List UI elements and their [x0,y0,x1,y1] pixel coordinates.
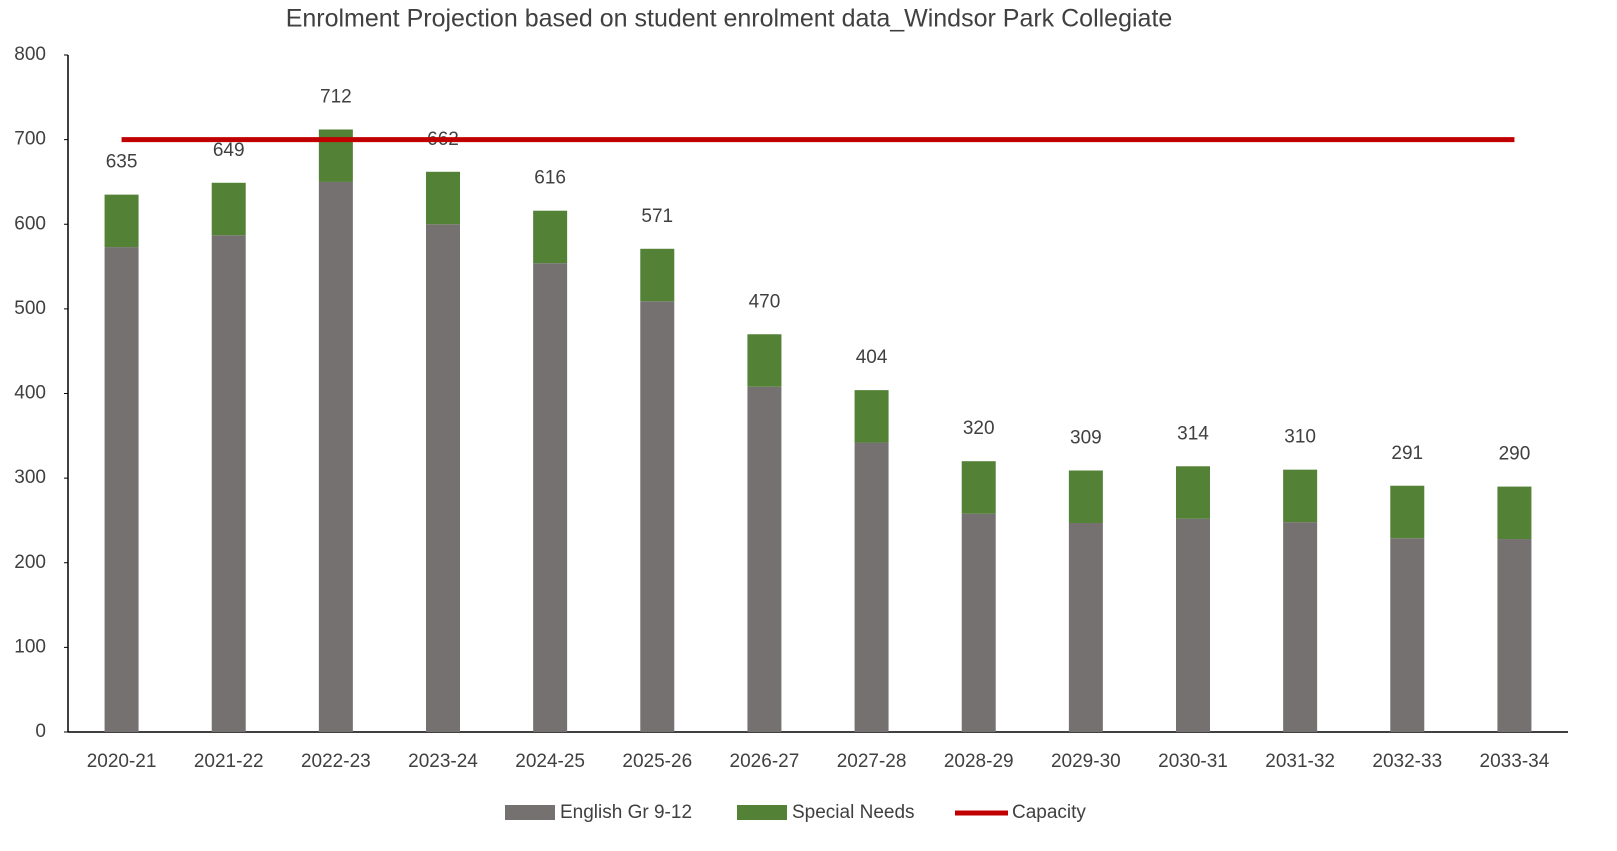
bar-segment [640,301,675,732]
legend-swatch [737,805,787,820]
x-tick-label: 2024-25 [515,751,585,772]
total-label: 320 [963,418,995,439]
x-tick-label: 2027-28 [837,751,907,772]
total-label: 470 [749,291,781,312]
x-tick-label: 2021-22 [194,751,264,772]
total-label: 635 [106,152,138,173]
y-tick-label: 800 [14,44,46,65]
y-tick-label: 200 [14,552,46,573]
y-tick-label: 700 [14,129,46,150]
total-label: 314 [1177,423,1209,444]
x-tick-label: 2030-31 [1158,751,1228,772]
x-tick-label: 2026-27 [730,751,800,772]
bar-segment [104,247,139,732]
bar-segment [1283,522,1318,732]
bar-segment [104,194,139,248]
bar-segment [1497,539,1532,732]
y-tick-label: 600 [14,213,46,234]
bar-segment [1176,466,1210,519]
bar-segment [961,513,996,732]
bar-segment [1176,518,1210,732]
bar-segment [533,263,568,732]
bar-segment [747,386,782,732]
x-tick-label: 2033-34 [1480,751,1550,772]
chart-title: Enrolment Projection based on student en… [286,5,1173,33]
y-tick-label: 100 [14,636,46,657]
bar-segment [854,442,889,732]
x-tick-label: 2025-26 [622,751,692,772]
legend-label: Capacity [1012,802,1086,823]
x-tick-label: 2028-29 [944,751,1014,772]
bar-segment [211,235,246,732]
bar-segment [426,171,460,225]
legend-label: English Gr 9-12 [560,802,692,823]
bar-segment [318,181,353,732]
bar-segment [1068,522,1103,732]
bar-segment [1283,469,1318,523]
y-tick-label: 400 [14,383,46,404]
bar-segment [961,461,996,514]
total-label: 571 [641,206,673,227]
bar-segment [854,390,889,443]
bar-segment [426,224,460,732]
x-tick-label: 2020-21 [87,751,157,772]
y-tick-label: 500 [14,298,46,319]
bar-segment [1068,470,1103,523]
bar-segment [1390,538,1425,732]
legend-swatch [505,805,555,820]
bar-segment [533,210,568,264]
y-tick-label: 0 [35,721,46,742]
bar-segment [1497,486,1532,540]
total-label: 404 [856,347,888,368]
legend-label: Special Needs [792,802,915,823]
bar-segment [1390,485,1425,539]
x-tick-label: 2022-23 [301,751,371,772]
total-label: 649 [213,140,245,161]
bar-segment [747,334,782,387]
total-label: 291 [1391,443,1423,464]
y-tick-label: 300 [14,467,46,488]
total-label: 290 [1499,444,1531,465]
x-tick-label: 2023-24 [408,751,478,772]
bar-segment [211,182,246,236]
total-label: 616 [534,168,566,189]
bar-segment [640,248,675,302]
total-label: 309 [1070,428,1102,449]
x-tick-label: 2032-33 [1372,751,1442,772]
x-tick-label: 2031-32 [1265,751,1335,772]
total-label: 712 [320,86,352,107]
total-label: 310 [1284,427,1316,448]
x-tick-label: 2029-30 [1051,751,1121,772]
